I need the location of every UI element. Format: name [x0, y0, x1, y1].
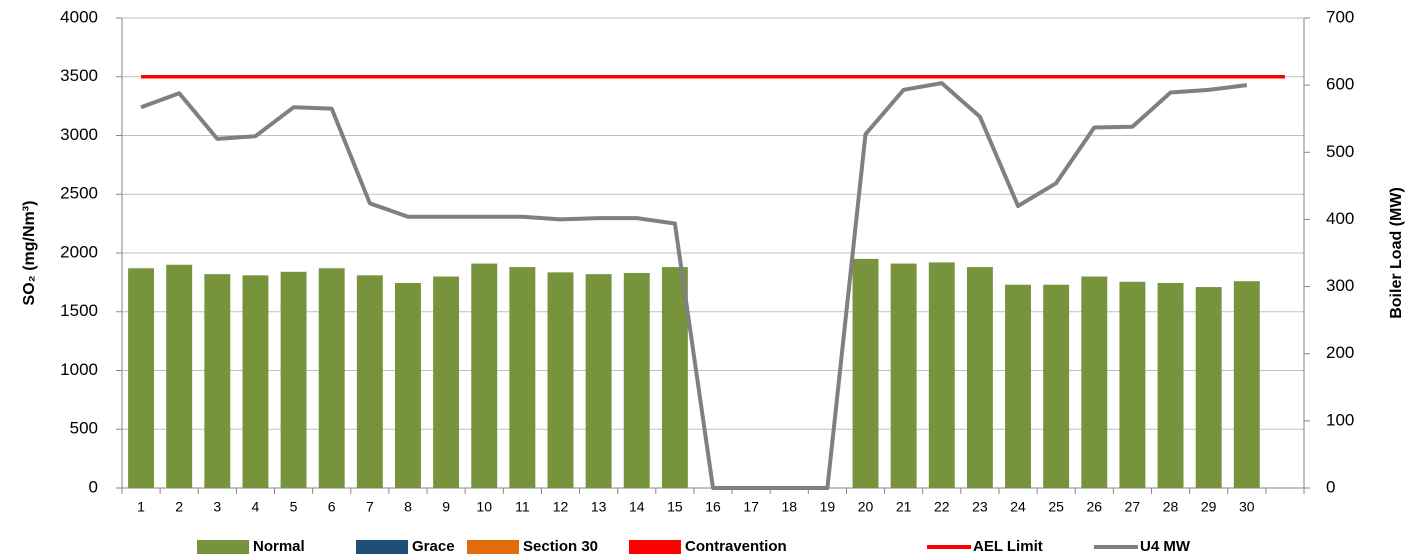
bar: [1233, 281, 1260, 488]
x-tick-label: 21: [896, 499, 912, 515]
y2-tick-label: 500: [1326, 142, 1354, 161]
x-tick-label: 16: [705, 499, 721, 515]
bar: [166, 264, 193, 488]
legend-label: AEL Limit: [973, 538, 1043, 555]
bar: [852, 258, 879, 488]
bar: [318, 268, 345, 488]
y2-tick-label: 100: [1326, 410, 1354, 429]
y-tick-label: 500: [70, 419, 98, 438]
x-tick-label: 7: [366, 499, 374, 515]
x-tick-label: 19: [820, 499, 836, 515]
x-tick-label: 13: [591, 499, 607, 515]
y-tick-label: 2000: [60, 242, 98, 261]
bar: [1081, 276, 1108, 488]
x-tick-label: 14: [629, 499, 645, 515]
x-tick-label: 10: [476, 499, 492, 515]
legend-swatch: [629, 540, 681, 554]
bar: [395, 282, 421, 488]
y-tick-label: 1500: [60, 301, 98, 320]
y-axis-title: SO₂ (mg/Nm³): [21, 201, 38, 306]
x-tick-label: 24: [1010, 499, 1026, 515]
bar: [890, 263, 917, 488]
bar: [509, 267, 536, 488]
bar: [1195, 287, 1222, 488]
legend-label: Normal: [253, 538, 305, 555]
y-tick-label: 3000: [60, 125, 98, 144]
x-tick-label: 8: [404, 499, 412, 515]
bar: [204, 274, 231, 488]
x-tick-label: 28: [1163, 499, 1179, 515]
x-tick-label: 22: [934, 499, 950, 515]
x-tick-label: 17: [743, 499, 759, 515]
x-tick-label: 20: [858, 499, 874, 515]
x-tick-label: 4: [252, 499, 260, 515]
y2-tick-label: 0: [1326, 477, 1335, 496]
bar: [1157, 282, 1184, 488]
bar: [471, 263, 498, 488]
y2-axis-title: Boiler Load (MW): [1388, 187, 1405, 319]
y2-tick-label: 700: [1326, 7, 1354, 26]
x-tick-label: 18: [781, 499, 797, 515]
bar: [433, 276, 460, 488]
x-tick-label: 1: [137, 499, 145, 515]
y2-tick-label: 200: [1326, 343, 1354, 362]
x-tick-label: 30: [1239, 499, 1255, 515]
y-tick-label: 3500: [60, 66, 98, 85]
x-tick-label: 3: [213, 499, 221, 515]
bar: [1119, 281, 1146, 488]
bar: [242, 275, 269, 488]
legend-label: U4 MW: [1140, 538, 1191, 555]
legend-label: Grace: [412, 538, 455, 555]
bar: [356, 275, 383, 488]
bar: [1043, 284, 1070, 488]
legend-swatch: [356, 540, 408, 554]
bar: [280, 271, 307, 488]
bar: [547, 272, 574, 488]
bar: [623, 272, 650, 488]
legend-label: Section 30: [523, 538, 598, 555]
bar: [928, 262, 955, 488]
legend-swatch: [197, 540, 249, 554]
legend-label: Contravention: [685, 538, 787, 555]
x-tick-label: 26: [1087, 499, 1103, 515]
bar: [966, 267, 993, 488]
y2-tick-label: 400: [1326, 209, 1354, 228]
x-tick-label: 23: [972, 499, 988, 515]
x-tick-label: 25: [1048, 499, 1064, 515]
line-series: [140, 81, 1248, 490]
x-tick-label: 15: [667, 499, 683, 515]
x-tick-label: 12: [553, 499, 569, 515]
bar: [661, 267, 688, 488]
bar: [1005, 284, 1031, 488]
y-tick-label: 1000: [60, 360, 98, 379]
y-tick-label: 4000: [60, 7, 98, 26]
legend-swatch: [467, 540, 519, 554]
bar: [585, 274, 612, 488]
x-tick-label: 2: [175, 499, 183, 515]
x-tick-label: 6: [328, 499, 336, 515]
x-tick-label: 5: [290, 499, 298, 515]
y-tick-label: 0: [89, 477, 98, 496]
y-tick-label: 2500: [60, 184, 98, 203]
bar: [128, 268, 155, 488]
x-tick-label: 29: [1201, 499, 1217, 515]
x-tick-label: 9: [442, 499, 450, 515]
x-tick-label: 11: [515, 499, 530, 515]
x-tick-label: 27: [1125, 499, 1141, 515]
y2-tick-label: 600: [1326, 75, 1354, 94]
y2-tick-label: 300: [1326, 276, 1354, 295]
